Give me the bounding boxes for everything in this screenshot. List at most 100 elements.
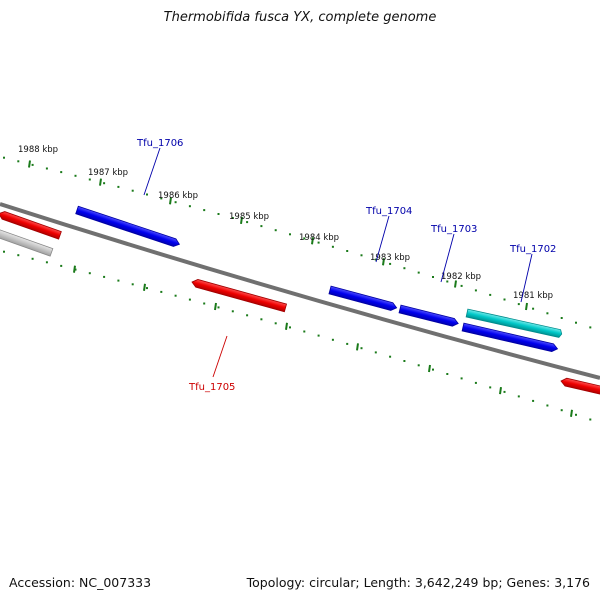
- minor-tick: [160, 197, 163, 200]
- kbp-tick-label: 1985 kbp: [229, 212, 269, 222]
- minor-tick: [274, 322, 277, 325]
- callout-line-tfu-1705: [212, 335, 228, 378]
- gene-arrow-other-left-edge[interactable]: [0, 227, 54, 257]
- minor-tick: [575, 321, 577, 324]
- gene-arrow-reverse-left-edge[interactable]: [0, 210, 62, 240]
- minor-tick: [117, 185, 120, 188]
- minor-tick: [403, 360, 406, 362]
- minor-tick: [146, 287, 148, 290]
- minor-tick: [532, 307, 535, 310]
- kbp-tick-label: 1984 kbp: [299, 233, 339, 243]
- minor-tick: [260, 225, 263, 228]
- minor-tick: [231, 310, 234, 313]
- gene-label-tfu-1706[interactable]: Tfu_1706: [136, 138, 183, 149]
- minor-tick: [274, 229, 277, 232]
- minor-tick: [517, 395, 520, 398]
- minor-tick: [474, 289, 477, 292]
- minor-tick: [17, 160, 20, 163]
- minor-tick: [131, 189, 134, 192]
- gene-label-tfu-1702[interactable]: Tfu_1702: [509, 244, 556, 255]
- minor-tick: [432, 368, 434, 371]
- minor-tick: [331, 245, 334, 248]
- major-tick: [311, 237, 314, 245]
- gene-label-tfu-1703[interactable]: Tfu_1703: [430, 224, 477, 235]
- minor-tick: [260, 318, 263, 321]
- minor-tick: [117, 279, 120, 282]
- minor-tick: [174, 201, 177, 204]
- gene-label-tfu-1705[interactable]: Tfu_1705: [188, 382, 235, 393]
- minor-tick: [246, 314, 249, 317]
- major-tick: [99, 178, 102, 186]
- minor-tick: [589, 326, 592, 329]
- callout-line-tfu-1706: [143, 147, 161, 196]
- minor-tick: [231, 217, 234, 219]
- minor-tick: [546, 404, 549, 407]
- major-tick: [428, 364, 431, 373]
- minor-tick: [560, 409, 563, 412]
- minor-tick: [217, 213, 220, 215]
- minor-tick: [503, 390, 506, 393]
- major-tick: [454, 280, 457, 288]
- kbp-tick-label: 1988 kbp: [18, 145, 58, 155]
- minor-tick: [303, 330, 306, 333]
- major-tick: [525, 302, 528, 311]
- major-tick: [499, 386, 502, 395]
- gene-arrow-tfu-1703[interactable]: [398, 304, 459, 327]
- major-tick: [143, 283, 146, 291]
- major-tick: [73, 265, 76, 273]
- minor-tick: [374, 258, 377, 261]
- map-title: Thermobifida fusca YX, complete genome: [163, 10, 437, 25]
- minor-tick: [432, 276, 434, 278]
- major-tick: [28, 160, 31, 168]
- minor-tick: [74, 174, 77, 177]
- minor-tick: [446, 373, 449, 375]
- minor-tick: [31, 163, 34, 166]
- minor-tick: [517, 303, 520, 306]
- minor-tick: [60, 171, 63, 174]
- major-tick: [382, 258, 385, 266]
- gene-arrow-tfu-1706[interactable]: [75, 205, 181, 248]
- minor-tick: [88, 272, 91, 275]
- major-tick: [356, 343, 359, 351]
- minor-tick: [131, 283, 134, 286]
- gene-arrow-forward-unlabeled[interactable]: [461, 322, 559, 353]
- minor-tick: [346, 250, 349, 252]
- minor-tick: [389, 262, 392, 265]
- minor-tick: [446, 280, 449, 283]
- minor-tick: [45, 167, 48, 170]
- kbp-tick-label: 1987 kbp: [88, 168, 128, 178]
- genome-backbone: [0, 202, 600, 380]
- callout-line-tfu-1703: [440, 233, 455, 283]
- minor-tick: [503, 298, 506, 301]
- major-tick: [570, 409, 573, 417]
- minor-tick: [203, 302, 206, 305]
- minor-tick: [346, 342, 349, 345]
- minor-tick: [74, 268, 77, 271]
- minor-tick: [489, 293, 492, 296]
- minor-tick: [246, 221, 249, 224]
- major-tick: [240, 216, 243, 225]
- genome-summary-text: Topology: circular; Length: 3,642,249 bp…: [246, 575, 590, 590]
- minor-tick: [546, 312, 549, 315]
- minor-tick: [17, 254, 20, 257]
- minor-tick: [317, 334, 320, 337]
- minor-tick: [403, 267, 406, 270]
- gene-arrow-tfu-1704[interactable]: [328, 285, 398, 312]
- callout-line-tfu-1704: [375, 215, 390, 263]
- minor-tick: [317, 241, 320, 244]
- gene-label-tfu-1704[interactable]: Tfu_1704: [365, 206, 412, 217]
- minor-tick: [417, 364, 420, 367]
- minor-tick: [289, 233, 291, 236]
- minor-tick: [88, 178, 91, 181]
- gene-arrow-tfu-1705[interactable]: [191, 278, 288, 313]
- gene-arrow-tfu-1702[interactable]: [465, 308, 563, 338]
- outer-tick-row: [3, 156, 592, 329]
- minor-tick: [217, 306, 220, 309]
- gene-arrow-reverse-right-edge[interactable]: [560, 377, 600, 399]
- minor-tick: [360, 254, 363, 257]
- minor-tick: [303, 237, 306, 240]
- minor-tick: [489, 386, 492, 389]
- minor-tick: [560, 317, 563, 319]
- minor-tick: [532, 399, 535, 402]
